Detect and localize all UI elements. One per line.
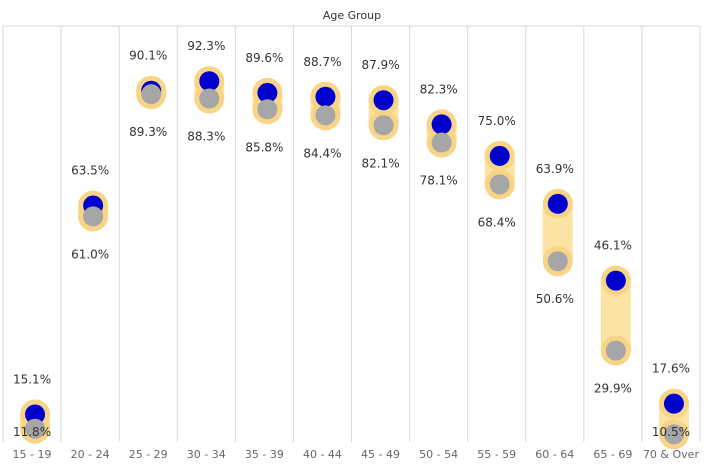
upper-value-label: 15.1% xyxy=(13,372,51,386)
series-b-point xyxy=(315,105,336,126)
series-b-point xyxy=(489,174,510,195)
x-tick-label: 55 - 59 xyxy=(477,448,516,461)
upper-value-label: 88.7% xyxy=(303,55,341,69)
series-b-point xyxy=(83,206,104,227)
lower-value-label: 11.8% xyxy=(13,425,51,439)
series-a-point xyxy=(605,270,626,291)
lower-value-label: 78.1% xyxy=(420,174,458,188)
chart-title: Age Group xyxy=(323,9,381,22)
lower-value-label: 10.5% xyxy=(652,425,690,439)
upper-value-label: 92.3% xyxy=(187,39,225,53)
series-b-point xyxy=(257,99,278,120)
x-tick-label: 45 - 49 xyxy=(361,448,400,461)
lower-value-label: 68.4% xyxy=(478,215,516,229)
lower-value-label: 82.1% xyxy=(361,156,399,170)
lower-value-label: 85.8% xyxy=(245,140,283,154)
upper-value-label: 82.3% xyxy=(420,82,458,96)
x-tick-label: 70 & Over xyxy=(643,448,700,461)
upper-value-label: 89.6% xyxy=(245,51,283,65)
lower-value-label: 61.0% xyxy=(71,247,109,261)
x-tick-label: 65 - 69 xyxy=(593,448,632,461)
series-a-point xyxy=(431,114,452,135)
upper-value-label: 75.0% xyxy=(478,114,516,128)
series-a-point xyxy=(489,145,510,166)
x-tick-label: 25 - 29 xyxy=(129,448,168,461)
series-b-point xyxy=(547,251,568,272)
series-a-point xyxy=(257,82,278,103)
lower-value-label: 88.3% xyxy=(187,130,225,144)
upper-value-label: 46.1% xyxy=(594,239,632,253)
column-dividers xyxy=(2,25,701,442)
series-a-point xyxy=(547,193,568,214)
series-a-point xyxy=(663,393,684,414)
series-b-point xyxy=(373,115,394,136)
x-tick-label: 60 - 64 xyxy=(535,448,574,461)
series-b-point xyxy=(25,418,46,439)
x-axis-ticks: 15 - 19 20 - 24 25 - 29 30 - 34 35 - 39 40 - … xyxy=(13,448,700,461)
series-b-point xyxy=(663,424,684,445)
series-b-point xyxy=(605,340,626,361)
x-tick-label: 40 - 44 xyxy=(303,448,342,461)
x-tick-label: 35 - 39 xyxy=(245,448,284,461)
upper-value-label: 87.9% xyxy=(361,58,399,72)
series-a-point xyxy=(25,404,46,425)
upper-value-label: 17.6% xyxy=(652,362,690,376)
lower-value-label: 89.3% xyxy=(129,125,167,139)
series-a-point xyxy=(315,86,336,107)
lower-value-label: 50.6% xyxy=(536,292,574,306)
lower-value-label: 29.9% xyxy=(594,382,632,396)
series-a-point xyxy=(373,90,394,111)
upper-value-label: 90.1% xyxy=(129,49,167,63)
x-tick-label: 30 - 34 xyxy=(187,448,226,461)
lower-value-label: 84.4% xyxy=(303,146,341,160)
upper-value-label: 63.9% xyxy=(536,162,574,176)
x-tick-label: 50 - 54 xyxy=(419,448,458,461)
series-b-point xyxy=(141,84,162,105)
series-b-point xyxy=(431,132,452,153)
series-a-point xyxy=(199,71,220,92)
series-b-point xyxy=(199,88,220,109)
x-tick-label: 15 - 19 xyxy=(13,448,52,461)
x-tick-label: 20 - 24 xyxy=(71,448,110,461)
data-labels: 15.1% 11.8% 63.5% 61.0% 90.1% 89.3% 92.3% 88.3%… xyxy=(13,39,690,439)
chart-marks xyxy=(20,66,689,450)
upper-value-label: 63.5% xyxy=(71,164,109,178)
